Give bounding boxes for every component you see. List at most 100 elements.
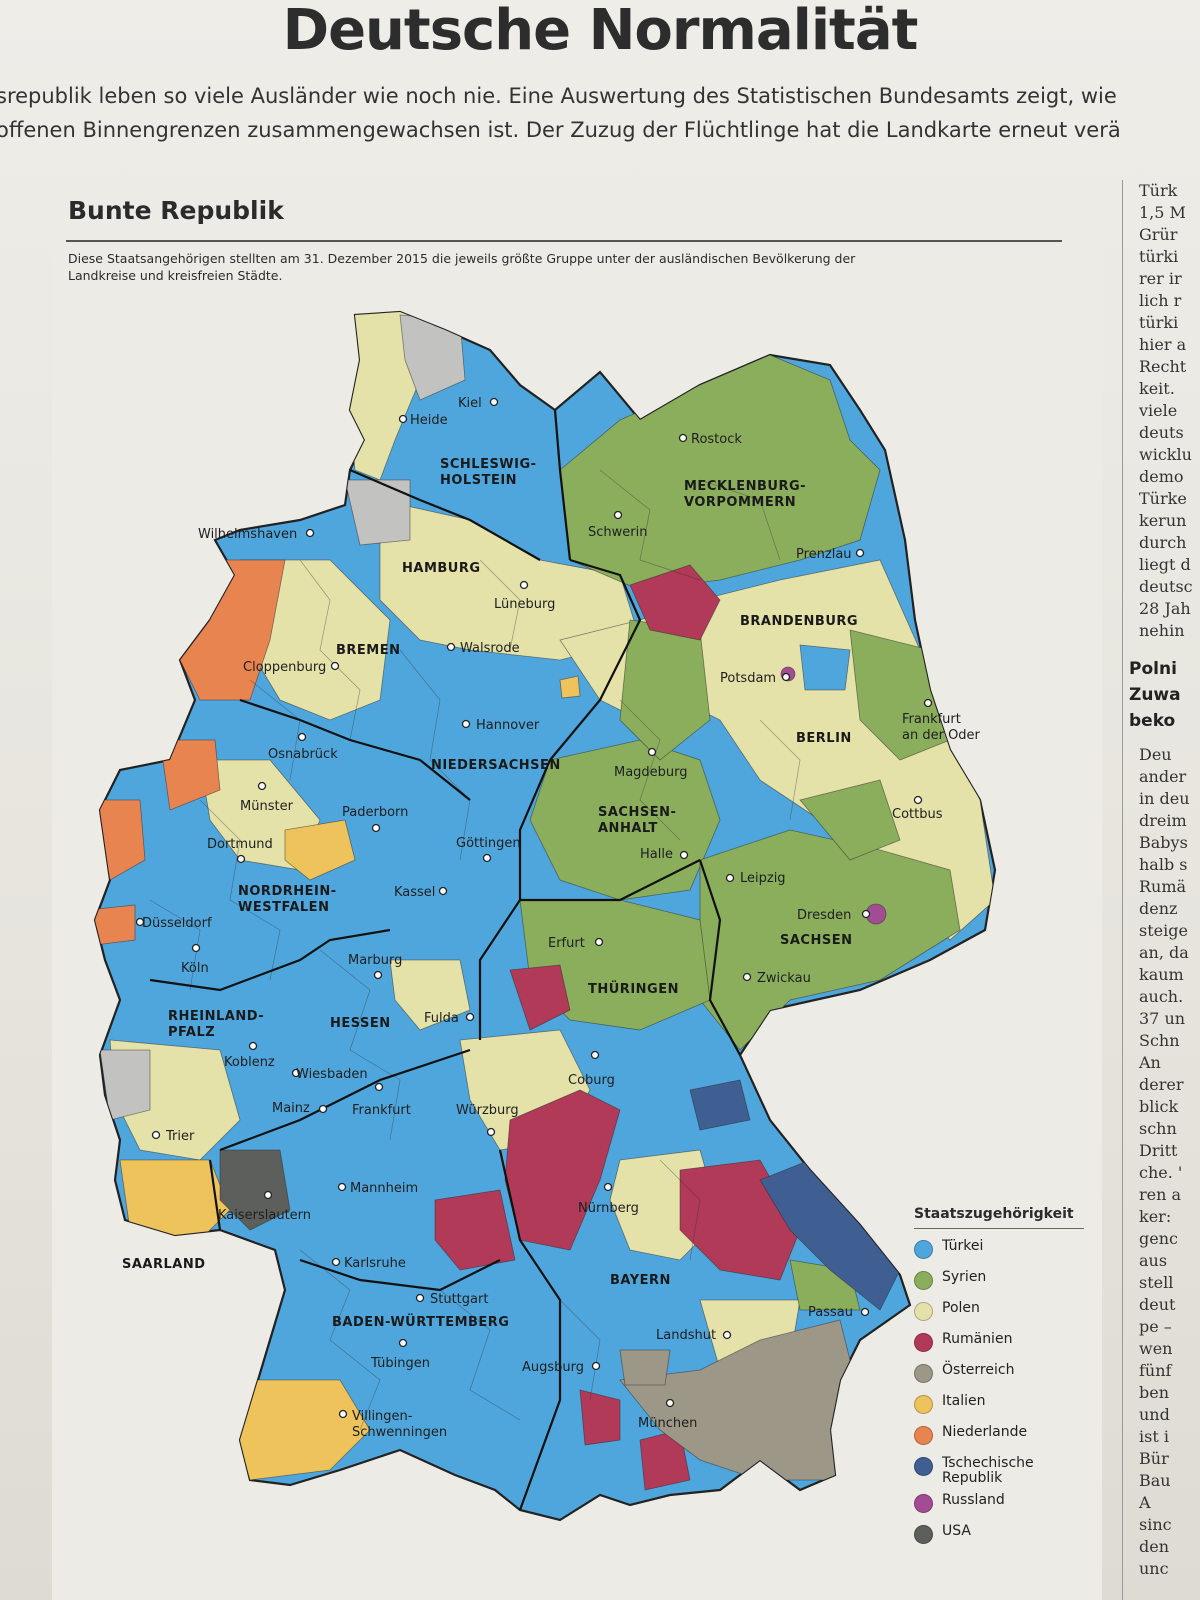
city-duesseldorf: Düsseldorf (142, 916, 212, 931)
column-line: Zuwa (1129, 685, 1181, 705)
city-koeln: Köln (181, 961, 209, 976)
city-passau: Passau (808, 1305, 853, 1320)
column-line: nehin (1139, 621, 1185, 640)
state-saarland: SAARLAND (122, 1257, 206, 1272)
legend-label: Türkei (942, 1238, 984, 1254)
marker-coburg (590, 1050, 600, 1060)
column-line: A (1139, 1493, 1151, 1512)
column-line: demo (1139, 467, 1184, 486)
city-landshut: Landshut (656, 1328, 716, 1343)
marker-koeln (191, 943, 201, 953)
legend-label: USA (942, 1523, 971, 1539)
city-muenster: Münster (240, 799, 294, 814)
city-stuttgart: Stuttgart (430, 1292, 488, 1307)
city-coburg: Coburg (568, 1073, 615, 1088)
legend-label: Polen (942, 1300, 980, 1316)
state-sachsen: SACHSEN (780, 933, 852, 948)
marker-goettingen (482, 853, 492, 863)
column-line: schn (1139, 1119, 1177, 1138)
column-line: 37 un (1139, 1009, 1186, 1028)
city-labels: Kiel Heide Rostock Schwerin Prenzlau Wil… (142, 396, 981, 1440)
marker-rostock (678, 433, 688, 443)
state-thueringen: THÜRINGEN (588, 981, 679, 997)
state-rheinland-pfalz: RHEINLAND-PFALZ (168, 1009, 264, 1040)
legend-item: Syrien (914, 1270, 1084, 1301)
column-line: ren a (1139, 1185, 1182, 1204)
legend-label: Rumänien (942, 1331, 1013, 1347)
legend-swatch-usa (914, 1525, 933, 1544)
marker-mainz (318, 1104, 328, 1114)
marker-halle (679, 850, 689, 860)
state-labels: SCHLESWIG-HOLSTEIN MECKLENBURG-VORPOMMER… (122, 457, 858, 1330)
column-line: 28 Jah (1139, 599, 1191, 618)
column-line: An (1139, 1053, 1161, 1072)
region-niederlande-muensterland (159, 739, 221, 811)
region-gray-cuxhaven (344, 479, 411, 546)
city-markers (135, 397, 933, 1419)
lead-line-2: offenen Binnengrenzen zusammengewachsen … (0, 118, 1121, 142)
column-line: lich r (1139, 291, 1182, 310)
legend-item: Niederlande (914, 1425, 1084, 1456)
city-muenchen: München (638, 1416, 697, 1431)
region-usa-kaiserslautern (219, 1149, 291, 1231)
city-trier: Trier (165, 1129, 195, 1144)
city-zwickau: Zwickau (757, 971, 811, 986)
column-line: und (1139, 1405, 1170, 1424)
lead-line-1: srepublik leben so viele Ausländer wie n… (0, 84, 1117, 108)
marker-trier (151, 1130, 161, 1140)
column-line: Schn (1139, 1031, 1180, 1050)
marker-schwerin (613, 510, 623, 520)
column-line: wen (1139, 1339, 1173, 1358)
column-line: Babys (1139, 833, 1188, 852)
marker-muenster (257, 781, 267, 791)
legend-swatch-tuerkei (914, 1240, 933, 1259)
column-line: deuts (1139, 423, 1184, 442)
marker-mannheim (337, 1182, 347, 1192)
column-bottom-text: Deu ander in deu dreim Babys halb s Rumä denz st… (1123, 744, 1200, 1580)
legend-swatch-tschechien (914, 1457, 933, 1476)
column-line: denz (1139, 899, 1178, 918)
column-line: aus (1139, 1251, 1168, 1270)
marker-nuernberg (603, 1182, 613, 1192)
column-line: steige (1139, 921, 1188, 940)
region-polen-hessen (389, 959, 471, 1031)
legend-swatch-russland (914, 1494, 933, 1513)
marker-lueneburg (519, 580, 529, 590)
city-paderborn: Paderborn (342, 805, 408, 820)
column-line: kerun (1139, 511, 1187, 530)
legend-swatch-syrien (914, 1271, 933, 1290)
region-rumaenien-prignitz (629, 564, 721, 641)
column-line: sinc (1139, 1515, 1172, 1534)
column-line: kaum (1139, 965, 1184, 984)
column-line: derer (1139, 1075, 1184, 1094)
legend-item: Polen (914, 1301, 1084, 1332)
legend-swatch-rumaenien (914, 1333, 933, 1352)
legend-item: Russland (914, 1493, 1084, 1524)
column-line: türki (1139, 313, 1179, 332)
marker-frankfurt (374, 1082, 384, 1092)
marker-cottbus (913, 795, 923, 805)
city-leipzig: Leipzig (740, 871, 786, 886)
marker-wilhelmshaven (305, 528, 315, 538)
legend-item: Italien (914, 1394, 1084, 1425)
column-line: hier a (1139, 335, 1187, 354)
region-rumaenien-thueringen (509, 964, 571, 1031)
marker-landshut (722, 1330, 732, 1340)
marker-heide (398, 414, 408, 424)
region-niederlande-heinsberg (95, 904, 136, 946)
column-line: Deu (1139, 745, 1172, 764)
legend-label: Syrien (942, 1269, 987, 1285)
region-syrien-cottbus (799, 779, 901, 861)
column-line: stell (1139, 1273, 1174, 1292)
column-line: in deu (1139, 789, 1190, 808)
column-line: Rumä (1139, 877, 1187, 896)
city-koblenz: Koblenz (224, 1055, 275, 1070)
state-berlin: BERLIN (796, 731, 852, 746)
city-walsrode: Walsrode (460, 641, 520, 656)
state-nordrhein-westfalen: NORDRHEIN-WESTFALEN (238, 884, 337, 915)
city-erfurt: Erfurt (548, 936, 585, 951)
column-line: wicklu (1139, 445, 1192, 464)
marker-passau (860, 1307, 870, 1317)
map-title: Bunte Republik (68, 196, 284, 225)
city-villingen: Villingen-Schwenningen (352, 1409, 447, 1440)
